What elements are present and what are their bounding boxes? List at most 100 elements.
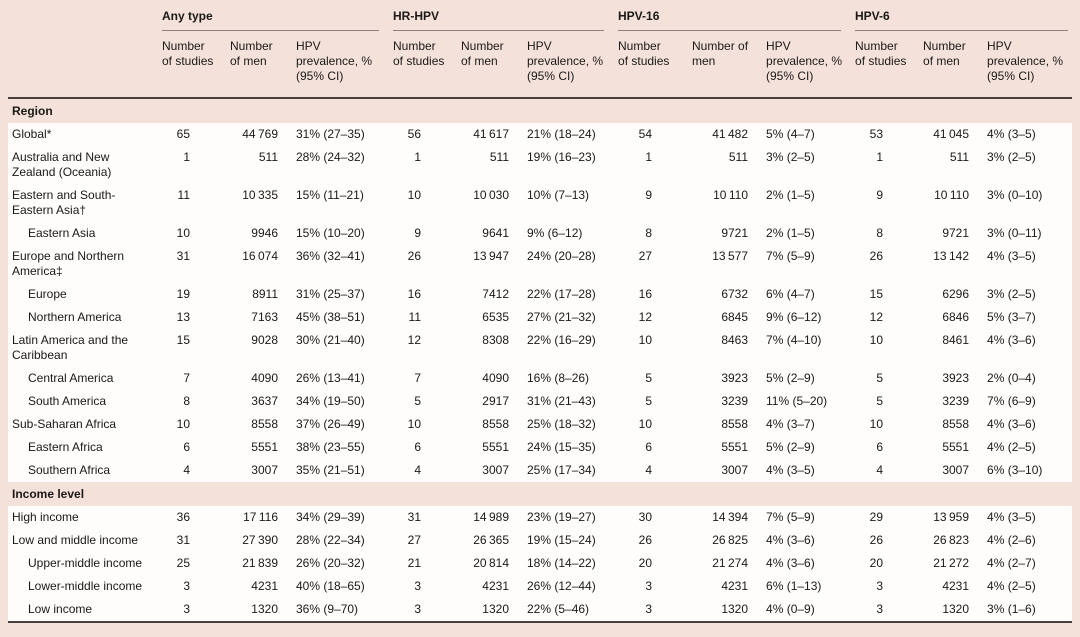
table-row: Australia and New Zealand (Oceania) 1 511 2… — [8, 146, 1073, 184]
col-header-studies: Number of studies — [855, 39, 907, 68]
corner-cell — [8, 31, 162, 98]
row-label: Upper-middle income — [28, 556, 143, 570]
col-header-prevalence: HPV prevalence, % (95% CI) — [766, 39, 843, 83]
cell-number-of-men: 3239 — [942, 394, 970, 408]
cell-number-of-studies: 5 — [876, 371, 884, 385]
cell-number-of-men: 4231 — [482, 579, 509, 593]
cell-number-of-men: 5551 — [482, 440, 509, 454]
cell-number-of-studies: 65 — [176, 127, 190, 141]
cell-number-of-men: 26 823 — [933, 533, 970, 547]
cell-hpv-prevalence: 27% (21–32) — [527, 310, 596, 324]
cell-number-of-men: 9946 — [251, 226, 278, 240]
cell-number-of-studies: 1 — [876, 150, 884, 164]
col-header-men: Number of men — [692, 39, 749, 68]
cell-hpv-prevalence: 35% (21–51) — [296, 463, 365, 477]
cell-hpv-prevalence: 4% (3–6) — [987, 417, 1036, 431]
cell-hpv-prevalence: 36% (9–70) — [296, 602, 359, 616]
cell-hpv-prevalence: 3% (2–5) — [987, 287, 1036, 301]
cell-number-of-studies: 26 — [407, 249, 421, 263]
cell-number-of-men: 8558 — [942, 417, 970, 431]
cell-number-of-men: 27 390 — [242, 533, 278, 547]
cell-hpv-prevalence: 22% (16–29) — [527, 333, 596, 347]
cell-hpv-prevalence: 3% (0–10) — [987, 188, 1043, 202]
cell-hpv-prevalence: 26% (12–44) — [527, 579, 596, 593]
cell-number-of-studies: 10 — [407, 417, 421, 431]
cell-number-of-studies: 54 — [638, 127, 653, 141]
table-row: Eastern Africa 6 5551 38% (23–55) 6 5551 24% (… — [8, 436, 1073, 459]
cell-hpv-prevalence: 15% (10–20) — [296, 226, 365, 240]
cell-number-of-studies: 15 — [176, 333, 190, 347]
cell-number-of-studies: 29 — [869, 510, 884, 524]
cell-number-of-studies: 15 — [869, 287, 884, 301]
cell-number-of-men: 10 110 — [713, 188, 749, 202]
group-hr-hpv: HR-HPV — [393, 0, 618, 31]
cell-hpv-prevalence: 4% (0–9) — [766, 602, 815, 616]
cell-hpv-prevalence: 25% (17–34) — [527, 463, 596, 477]
cell-number-of-studies: 1 — [183, 150, 190, 164]
cell-number-of-studies: 8 — [645, 226, 653, 240]
corner-cell — [8, 0, 162, 31]
hpv-prevalence-table: Any type HR-HPV HPV-16 HPV-6 Number of s… — [8, 0, 1073, 623]
cell-number-of-studies: 3 — [876, 579, 884, 593]
cell-hpv-prevalence: 4% (3–5) — [987, 510, 1036, 524]
row-label: Latin America and the Caribbean — [12, 333, 129, 362]
row-label: Eastern and South-Eastern Asia† — [12, 188, 116, 217]
row-label: Sub-Saharan Africa — [12, 417, 117, 431]
cell-number-of-studies: 5 — [645, 371, 653, 385]
cell-number-of-men: 21 272 — [933, 556, 970, 570]
cell-hpv-prevalence: 23% (19–27) — [527, 510, 596, 524]
cell-number-of-studies: 3 — [414, 602, 421, 616]
cell-number-of-men: 14 989 — [473, 510, 509, 524]
cell-number-of-men: 13 142 — [933, 249, 970, 263]
row-label: Europe and Northern America‡ — [12, 249, 125, 278]
table-row: Eastern and South-Eastern Asia† 11 10 335 1… — [8, 184, 1073, 222]
table-row: Eastern Asia 10 9946 15% (10–20) 9 9641 9% (6–… — [8, 222, 1073, 245]
cell-hpv-prevalence: 5% (2–9) — [766, 440, 815, 454]
cell-number-of-men: 17 116 — [243, 510, 278, 524]
cell-hpv-prevalence: 4% (2–5) — [987, 440, 1036, 454]
cell-number-of-studies: 3 — [876, 602, 884, 616]
row-label: Low and middle income — [12, 533, 139, 547]
cell-number-of-men: 8558 — [482, 417, 509, 431]
group-header-row: Any type HR-HPV HPV-16 HPV-6 — [8, 0, 1072, 31]
cell-number-of-studies: 12 — [869, 310, 884, 324]
cell-number-of-men: 6732 — [721, 287, 749, 301]
row-label: Global* — [12, 127, 52, 141]
cell-hpv-prevalence: 31% (27–35) — [296, 127, 365, 141]
cell-hpv-prevalence: 3% (1–6) — [987, 602, 1036, 616]
cell-number-of-men: 9028 — [251, 333, 278, 347]
group-any-type: Any type — [162, 0, 393, 31]
cell-number-of-studies: 26 — [869, 249, 884, 263]
cell-hpv-prevalence: 34% (19–50) — [296, 394, 365, 408]
cell-number-of-studies: 12 — [407, 333, 421, 347]
cell-number-of-studies: 4 — [183, 463, 190, 477]
cell-number-of-men: 1320 — [482, 602, 509, 616]
cell-number-of-studies: 10 — [869, 333, 884, 347]
cell-hpv-prevalence: 24% (20–28) — [527, 249, 596, 263]
cell-number-of-studies: 53 — [869, 127, 884, 141]
cell-hpv-prevalence: 6% (1–13) — [766, 579, 822, 593]
cell-number-of-studies: 3 — [414, 579, 421, 593]
table-row: Sub-Saharan Africa 10 8558 37% (26–49) 10 855… — [8, 413, 1073, 436]
col-header-studies: Number of studies — [618, 39, 670, 68]
cell-number-of-men: 13 959 — [933, 510, 970, 524]
cell-number-of-studies: 6 — [876, 440, 884, 454]
cell-number-of-men: 7163 — [251, 310, 278, 324]
cell-hpv-prevalence: 4% (3–5) — [987, 127, 1036, 141]
row-label: Eastern Africa — [28, 440, 103, 454]
cell-hpv-prevalence: 30% (21–40) — [296, 333, 365, 347]
cell-number-of-studies: 7 — [183, 371, 190, 385]
cell-number-of-studies: 3 — [645, 602, 653, 616]
cell-hpv-prevalence: 34% (29–39) — [296, 510, 365, 524]
cell-hpv-prevalence: 21% (18–24) — [527, 127, 596, 141]
cell-number-of-studies: 6 — [645, 440, 653, 454]
cell-hpv-prevalence: 5% (4–7) — [766, 127, 815, 141]
cell-number-of-men: 10 335 — [242, 188, 278, 202]
cell-number-of-studies: 31 — [407, 510, 421, 524]
cell-number-of-men: 8461 — [942, 333, 970, 347]
cell-number-of-studies: 6 — [414, 440, 421, 454]
cell-number-of-men: 14 394 — [712, 510, 749, 524]
cell-hpv-prevalence: 4% (2–5) — [987, 579, 1036, 593]
row-label: Central America — [28, 371, 114, 385]
table-row: Central America 7 4090 26% (13–41) 7 4090 16% … — [8, 367, 1073, 390]
